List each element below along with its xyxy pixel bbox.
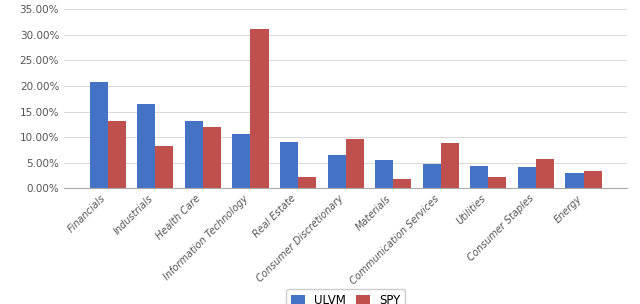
Bar: [536, 159, 554, 188]
Bar: [90, 82, 108, 188]
Bar: [470, 166, 488, 188]
Legend: ULVM, SPY: ULVM, SPY: [286, 289, 405, 304]
Bar: [346, 139, 364, 188]
Bar: [298, 177, 316, 188]
Bar: [328, 155, 346, 188]
Bar: [203, 127, 221, 188]
Bar: [584, 171, 602, 188]
Bar: [518, 167, 536, 188]
Bar: [488, 177, 506, 188]
Bar: [250, 29, 269, 188]
Bar: [422, 164, 441, 188]
Bar: [137, 104, 156, 188]
Bar: [565, 173, 584, 188]
Bar: [185, 121, 203, 188]
Bar: [156, 147, 173, 188]
Bar: [232, 134, 250, 188]
Bar: [280, 142, 298, 188]
Bar: [393, 179, 412, 188]
Bar: [375, 160, 393, 188]
Bar: [441, 143, 459, 188]
Bar: [108, 121, 126, 188]
